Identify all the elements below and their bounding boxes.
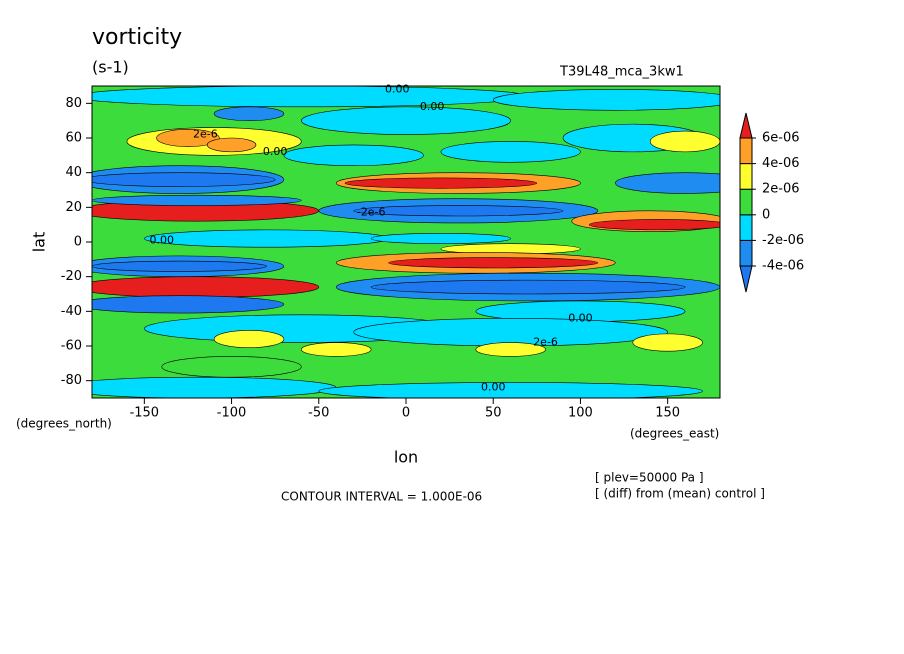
x-tick-label: 150 <box>655 406 680 421</box>
field-patch <box>615 172 720 194</box>
note: [ plev=50000 Pa ] <box>595 471 704 485</box>
field-patch <box>144 229 389 248</box>
x-axis-label: lon <box>394 448 418 467</box>
x-tick-label: 50 <box>485 406 502 421</box>
colorbar-tick-label: -2e-06 <box>762 233 804 248</box>
field-patch <box>92 276 320 298</box>
y-units: (degrees_north) <box>16 417 112 431</box>
contour-label: 0.00 <box>385 82 410 95</box>
x-tick-label: 100 <box>568 406 593 421</box>
field-patch <box>92 260 267 272</box>
colorbar-segment <box>739 239 753 267</box>
x-tick-label: -50 <box>308 406 329 421</box>
contour-interval: CONTOUR INTERVAL = 1.000E-06 <box>281 490 482 504</box>
field-patch <box>301 106 511 135</box>
field-patch <box>92 172 276 187</box>
contour-label: 0.00 <box>263 145 288 158</box>
colorbar-tick-label: 2e-06 <box>762 182 800 197</box>
contour-label: 2e-6 <box>533 336 558 349</box>
field-patch <box>492 89 720 111</box>
dataset-label: T39L48_mca_3kw1 <box>559 65 684 80</box>
colorbar-segment <box>739 137 753 165</box>
field-patch <box>92 295 285 314</box>
chart-title: vorticity <box>92 25 182 50</box>
colorbar-segment <box>739 188 753 216</box>
colorbar-tick-label: 4e-06 <box>762 156 800 171</box>
units: (s-1) <box>92 58 129 77</box>
field-patch <box>588 219 720 231</box>
field-patch <box>649 130 720 153</box>
colorbar-tick-label: 0 <box>762 207 770 222</box>
colorbar-segment <box>739 265 753 293</box>
y-tick-label: 20 <box>65 200 82 215</box>
field-patch <box>92 376 337 398</box>
field-patch <box>318 382 703 398</box>
field-patch <box>206 137 257 153</box>
y-tick-label: 0 <box>74 235 82 250</box>
y-tick-label: -20 <box>61 269 82 284</box>
contour-label: 0.00 <box>150 233 175 246</box>
colorbar-segment <box>739 112 753 139</box>
contour-label: 0.00 <box>481 381 506 394</box>
field-patch <box>92 194 302 206</box>
contour-label: -2e-6 <box>357 206 386 219</box>
contour-field <box>92 86 720 398</box>
field-patch <box>213 106 285 121</box>
field-patch <box>632 333 703 352</box>
x-tick-label: 0 <box>402 406 410 421</box>
y-axis-label: lat <box>30 232 49 253</box>
field-patch <box>388 257 599 269</box>
x-tick-label: -150 <box>130 406 160 421</box>
field-patch <box>213 330 285 349</box>
y-tick-label: -40 <box>61 304 82 319</box>
colorbar-tick-label: -4e-06 <box>762 259 804 274</box>
contour-label: 0.00 <box>420 100 445 113</box>
x-units: (degrees_east) <box>630 427 719 441</box>
field-patch <box>353 317 668 347</box>
colorbar-segment <box>739 214 753 241</box>
field-patch <box>156 129 220 147</box>
y-tick-label: -80 <box>61 373 82 388</box>
field-patch <box>370 233 511 245</box>
note: [ (diff) from (mean) control ] <box>595 487 765 501</box>
contour-label: 2e-6 <box>193 128 218 141</box>
field-patch <box>353 205 564 217</box>
field-patch <box>301 342 372 357</box>
y-tick-label: 80 <box>65 96 82 111</box>
y-tick-label: -60 <box>61 339 82 354</box>
field-patch <box>370 279 686 295</box>
x-tick-label: -100 <box>217 406 247 421</box>
colorbar-segment <box>739 163 753 190</box>
y-tick-label: 40 <box>65 165 82 180</box>
colorbar-tick-label: 6e-06 <box>762 131 800 146</box>
field-patch <box>161 356 302 378</box>
y-tick-label: 60 <box>65 131 82 146</box>
field-patch <box>344 177 538 189</box>
field-patch <box>92 86 529 108</box>
field-patch <box>440 141 581 163</box>
field-patch <box>475 342 546 357</box>
contour-label: 0.00 <box>568 311 593 324</box>
field-patch <box>283 144 424 167</box>
